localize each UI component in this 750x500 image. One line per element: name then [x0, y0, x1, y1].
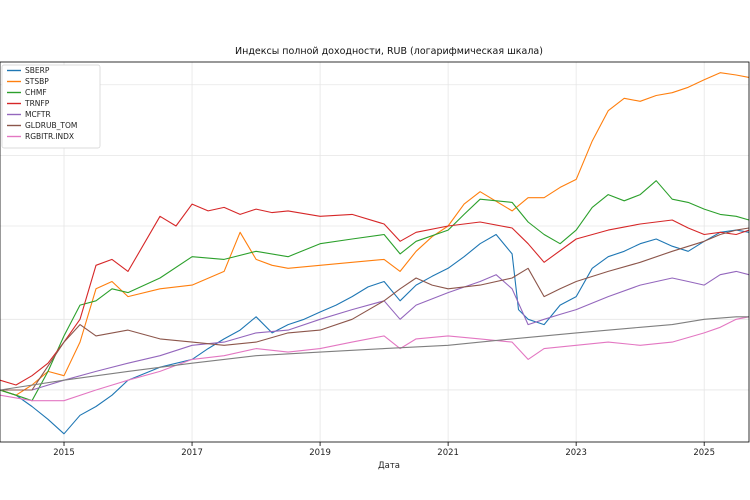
x-tick-label: 2019	[309, 448, 331, 458]
x-tick-label: 2025	[693, 448, 715, 458]
legend-label: STSBP	[25, 77, 49, 86]
x-axis-title: Дата	[378, 461, 400, 471]
legend-label: CHMF	[25, 88, 47, 97]
series-lines	[0, 72, 750, 435]
x-tick-label: 2023	[565, 448, 587, 458]
series-line-rgbitr-indx	[0, 316, 750, 402]
chart-title: Индексы полной доходности, RUB (логарифм…	[235, 46, 543, 57]
legend-label: TRNFP	[24, 99, 50, 108]
x-tick-label: 2015	[53, 448, 75, 458]
series-line-mcftr	[0, 270, 750, 391]
legend-label: MCFTR	[25, 110, 51, 119]
x-tick-label: 2017	[181, 448, 203, 458]
legend-label: GLDRUB_TOM	[25, 121, 77, 130]
grid	[0, 62, 749, 442]
legend-label: SBERP	[25, 66, 50, 75]
plot-frame	[0, 61, 750, 443]
legend: SBERP STSBP CHMF TRNFP MCFTR GLDRUB_TOM RGBITR…	[1, 64, 101, 149]
legend-label: RGBITR.INDX	[25, 132, 74, 141]
series-line-gldrub-tom	[0, 227, 750, 391]
series-line-sberp	[0, 229, 750, 435]
x-axis-ticks: 2015 2017 2019 2021 2023 2025	[53, 442, 715, 458]
legend-box	[1, 64, 101, 149]
series-line-unlabeled-7	[0, 316, 749, 391]
series-line-chmf	[0, 180, 750, 402]
series-line-trnfp	[0, 203, 750, 386]
x-tick-label: 2021	[437, 448, 459, 458]
series-line-stsbp	[0, 72, 750, 396]
